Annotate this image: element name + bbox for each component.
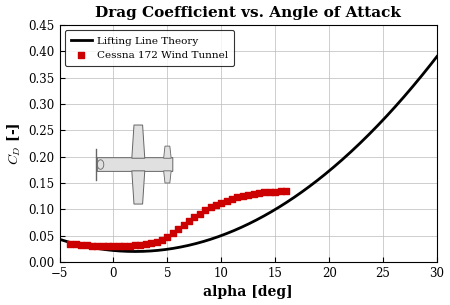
FancyBboxPatch shape — [97, 158, 173, 171]
Ellipse shape — [97, 160, 104, 169]
Line: Lifting Line Theory: Lifting Line Theory — [59, 56, 437, 252]
Cessna 172 Wind Tunnel — [223, 199, 230, 203]
Cessna 172 Wind Tunnel — [191, 215, 198, 220]
Cessna 172 Wind Tunnel — [164, 234, 171, 239]
Cessna 172 Wind Tunnel — [229, 196, 236, 201]
Cessna 172 Wind Tunnel — [121, 243, 128, 248]
Cessna 172 Wind Tunnel — [77, 242, 85, 247]
X-axis label: alpha [deg]: alpha [deg] — [203, 285, 293, 300]
Lifting Line Theory — [133, 250, 138, 253]
Cessna 172 Wind Tunnel — [94, 243, 101, 248]
Polygon shape — [132, 125, 145, 158]
Title: Drag Coefficient vs. Angle of Attack: Drag Coefficient vs. Angle of Attack — [95, 5, 401, 20]
Cessna 172 Wind Tunnel — [137, 242, 144, 247]
Cessna 172 Wind Tunnel — [207, 205, 214, 210]
Cessna 172 Wind Tunnel — [202, 208, 209, 213]
Polygon shape — [164, 146, 171, 158]
Lifting Line Theory — [400, 96, 405, 100]
Cessna 172 Wind Tunnel — [169, 231, 176, 235]
Cessna 172 Wind Tunnel — [261, 190, 268, 195]
Cessna 172 Wind Tunnel — [212, 203, 220, 208]
Cessna 172 Wind Tunnel — [239, 193, 247, 198]
Cessna 172 Wind Tunnel — [126, 243, 133, 248]
Cessna 172 Wind Tunnel — [175, 226, 182, 231]
Lifting Line Theory — [282, 202, 287, 206]
Cessna 172 Wind Tunnel — [88, 243, 95, 248]
Cessna 172 Wind Tunnel — [115, 244, 122, 249]
Cessna 172 Wind Tunnel — [131, 243, 139, 248]
Cessna 172 Wind Tunnel — [153, 239, 160, 244]
Cessna 172 Wind Tunnel — [266, 189, 274, 194]
Cessna 172 Wind Tunnel — [83, 243, 90, 248]
Cessna 172 Wind Tunnel — [104, 243, 112, 248]
Cessna 172 Wind Tunnel — [218, 201, 225, 206]
Cessna 172 Wind Tunnel — [250, 191, 257, 196]
Cessna 172 Wind Tunnel — [283, 188, 290, 193]
Lifting Line Theory — [376, 123, 382, 126]
Cessna 172 Wind Tunnel — [142, 241, 149, 246]
Cessna 172 Wind Tunnel — [67, 241, 74, 246]
Legend: Lifting Line Theory, Cessna 172 Wind Tunnel: Lifting Line Theory, Cessna 172 Wind Tun… — [65, 30, 234, 66]
Cessna 172 Wind Tunnel — [256, 191, 263, 196]
Cessna 172 Wind Tunnel — [196, 211, 203, 216]
Cessna 172 Wind Tunnel — [99, 243, 106, 248]
Lifting Line Theory — [434, 55, 440, 58]
Cessna 172 Wind Tunnel — [148, 241, 155, 246]
Cessna 172 Wind Tunnel — [234, 194, 241, 199]
Lifting Line Theory — [58, 238, 63, 242]
Cessna 172 Wind Tunnel — [245, 192, 252, 197]
Lifting Line Theory — [57, 238, 62, 241]
Cessna 172 Wind Tunnel — [277, 189, 284, 194]
Cessna 172 Wind Tunnel — [272, 189, 279, 194]
Cessna 172 Wind Tunnel — [72, 242, 79, 246]
Polygon shape — [164, 171, 171, 183]
Lifting Line Theory — [283, 201, 288, 205]
Cessna 172 Wind Tunnel — [158, 238, 166, 242]
Cessna 172 Wind Tunnel — [180, 222, 187, 227]
Polygon shape — [132, 171, 145, 204]
Cessna 172 Wind Tunnel — [110, 244, 117, 249]
Y-axis label: $C_D$ [-]: $C_D$ [-] — [5, 122, 23, 165]
Cessna 172 Wind Tunnel — [185, 218, 193, 223]
Lifting Line Theory — [289, 197, 294, 201]
